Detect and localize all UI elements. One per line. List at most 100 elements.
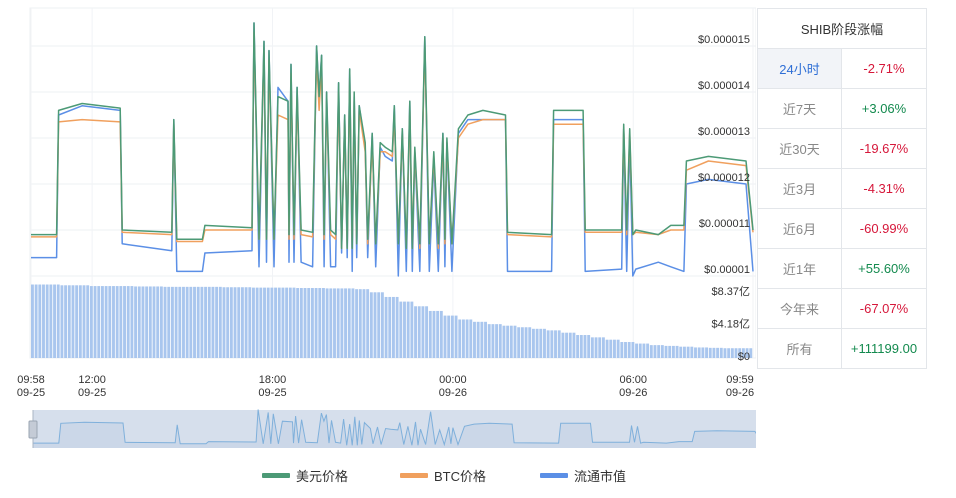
volume-bar — [528, 327, 532, 358]
volume-bar — [229, 287, 233, 358]
period-row[interactable]: 今年来 -67.07% — [757, 288, 927, 329]
volume-bar — [185, 286, 189, 358]
volume-bar — [189, 286, 193, 358]
period-label[interactable]: 近3月 — [757, 168, 842, 209]
volume-bar — [535, 328, 539, 358]
volume-bar — [152, 286, 156, 358]
volume-bar — [255, 287, 259, 358]
volume-bar — [248, 287, 252, 358]
volume-tick-label: $4.18亿 — [711, 318, 750, 331]
volume-bar — [207, 286, 211, 358]
x-tick-time: 09:58 — [17, 374, 45, 386]
period-label[interactable]: 今年来 — [757, 288, 842, 329]
volume-bar — [727, 348, 731, 358]
volume-bar — [421, 306, 425, 358]
volume-bar — [259, 287, 263, 358]
period-label[interactable]: 近6月 — [757, 208, 842, 249]
volume-bar — [705, 347, 708, 358]
range-navigator[interactable] — [28, 409, 756, 449]
period-label[interactable]: 近30天 — [757, 128, 842, 169]
volume-bar — [71, 285, 75, 358]
volume-bar — [627, 342, 631, 358]
volume-bar — [701, 347, 705, 358]
period-row[interactable]: 近7天 +3.06% — [757, 88, 927, 129]
volume-bar — [439, 310, 443, 358]
volume-bar — [473, 321, 476, 358]
volume-bar — [432, 310, 436, 358]
volume-bar — [303, 288, 307, 358]
volume-bar — [38, 284, 42, 358]
volume-bar — [130, 286, 134, 358]
period-change-table: SHIB阶段涨幅 24小时 -2.71% 近7天 +3.06% 近30天 -19.67% 近… — [757, 8, 927, 369]
volume-bar — [388, 296, 392, 358]
volume-bar — [550, 330, 554, 358]
period-row[interactable]: 近30天 -19.67% — [757, 128, 927, 169]
legend-label: 流通市值 — [574, 469, 627, 484]
volume-bar — [100, 286, 104, 358]
volume-bar — [163, 286, 167, 358]
volume-bar — [425, 306, 429, 358]
period-change-value: +55.60% — [841, 248, 927, 289]
volume-bar — [141, 286, 145, 358]
volume-bar — [410, 301, 414, 358]
period-change-value: -60.99% — [841, 208, 927, 249]
period-change-value: +3.06% — [841, 88, 927, 129]
volume-bar — [78, 285, 82, 358]
period-change-value: -67.07% — [841, 288, 927, 329]
volume-bar — [104, 286, 108, 358]
period-row[interactable]: 近3月 -4.31% — [757, 168, 927, 209]
volume-bar — [392, 296, 395, 358]
volume-bar — [671, 345, 675, 358]
volume-bar — [579, 335, 583, 358]
y-tick-label: $0.00001 — [704, 264, 750, 276]
period-row[interactable]: 近1年 +55.60% — [757, 248, 927, 289]
legend-market-cap[interactable]: 流通市值 — [540, 466, 626, 485]
volume-bar — [605, 339, 609, 358]
volume-bar — [362, 289, 366, 358]
volume-bar — [126, 286, 130, 358]
legend-swatch — [262, 473, 290, 478]
x-tick-time: 00:00 — [439, 374, 467, 386]
volume-bar — [414, 306, 417, 358]
volume-bar — [380, 292, 384, 358]
volume-bar — [399, 301, 403, 358]
volume-bar — [56, 284, 60, 358]
volume-bar — [513, 325, 517, 358]
volume-bar — [53, 284, 56, 358]
legend-usd-price[interactable]: 美元价格 — [262, 466, 348, 485]
navigator-handle[interactable] — [28, 420, 38, 439]
y-tick-label: $0.000015 — [698, 34, 750, 46]
legend-swatch — [540, 473, 568, 478]
volume-bar — [476, 321, 480, 358]
volume-bar — [730, 348, 734, 358]
legend-swatch — [400, 473, 428, 478]
period-label[interactable]: 近1年 — [757, 248, 842, 289]
period-label[interactable]: 24小时 — [757, 48, 842, 89]
volume-bar — [428, 310, 432, 358]
volume-bar — [690, 346, 694, 358]
period-row[interactable]: 所有 +111199.00 — [757, 328, 927, 369]
volume-bar — [307, 288, 311, 358]
volume-bar — [288, 287, 292, 358]
volume-bar — [218, 286, 222, 358]
volume-bar — [67, 285, 71, 358]
volume-bar — [694, 347, 697, 358]
volume-bar — [377, 292, 381, 358]
period-label[interactable]: 所有 — [757, 328, 842, 369]
volume-bar — [631, 342, 635, 358]
period-row[interactable]: 24小时 -2.71% — [757, 48, 927, 89]
legend-btc-price[interactable]: BTC价格 — [400, 466, 486, 485]
volume-bar — [384, 296, 388, 358]
volume-bar — [723, 348, 727, 358]
volume-bar — [697, 347, 701, 358]
x-tick-date: 09-25 — [258, 387, 286, 399]
period-row[interactable]: 近6月 -60.99% — [757, 208, 927, 249]
volume-bar — [347, 288, 351, 358]
volume-bar — [660, 345, 664, 358]
series-line-usd — [31, 22, 754, 250]
volume-bar — [469, 319, 473, 358]
period-label[interactable]: 近7天 — [757, 88, 842, 129]
volume-bar — [292, 287, 296, 358]
volume-bar — [274, 287, 278, 358]
volume-bar — [679, 346, 683, 358]
